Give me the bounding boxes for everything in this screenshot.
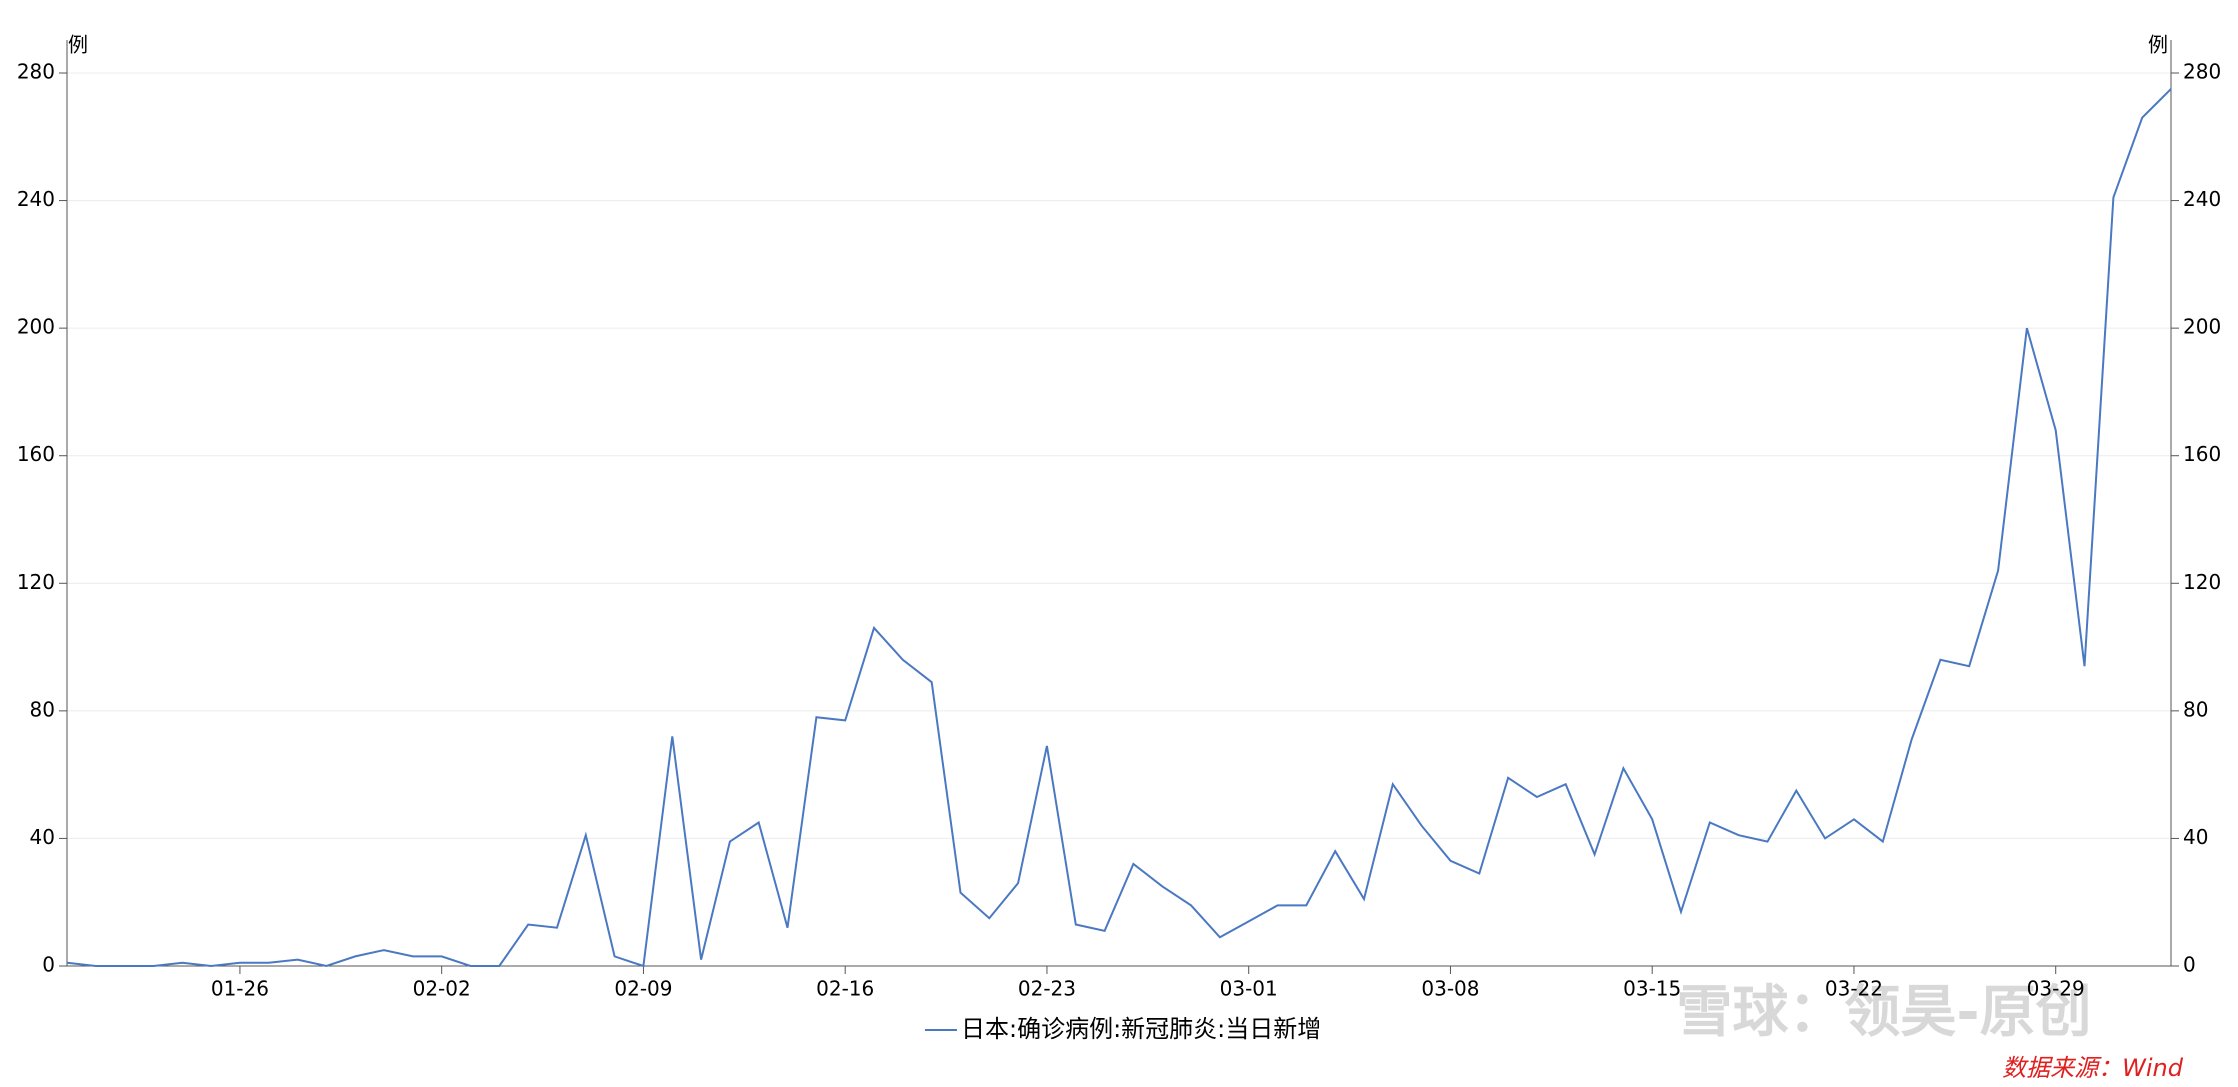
- y2-axis-label: 例: [2148, 33, 2168, 57]
- y2-tick-label: 0: [2183, 953, 2196, 977]
- y-tick-label: 0: [42, 953, 55, 977]
- y-axis-label: 例: [68, 33, 88, 57]
- y2-tick-label: 280: [2183, 60, 2221, 84]
- x-tick-label: 02-02: [413, 977, 471, 1001]
- y-tick-label: 200: [17, 315, 55, 339]
- y2-tick-label: 240: [2183, 187, 2221, 211]
- x-tick-label: 02-09: [614, 977, 672, 1001]
- x-tick-label: 02-23: [1018, 977, 1076, 1001]
- x-tick-label: 02-16: [816, 977, 874, 1001]
- y2-tick-label: 160: [2183, 442, 2221, 466]
- x-tick-label: 03-08: [1421, 977, 1479, 1001]
- x-tick-label: 03-29: [2027, 977, 2085, 1001]
- series-line: [66, 88, 2172, 968]
- y2-tick-label: 80: [2183, 697, 2208, 721]
- y-tick-label: 120: [17, 570, 55, 594]
- source-note: 数据来源：Wind: [2002, 1054, 2184, 1082]
- y2-tick-label: 40: [2183, 825, 2208, 849]
- y2-tick-label: 200: [2183, 315, 2221, 339]
- y2-tick-label: 120: [2183, 570, 2221, 594]
- y-tick-label: 160: [17, 442, 55, 466]
- x-tick-label: 01-26: [211, 977, 269, 1001]
- legend-label: 日本:确诊病例:新冠肺炎:当日新增: [961, 1015, 1321, 1043]
- x-tick-label: 03-15: [1623, 977, 1681, 1001]
- x-tick-label: 03-22: [1825, 977, 1883, 1001]
- y-tick-label: 240: [17, 187, 55, 211]
- watermark: 雪球：领昊-原创: [1676, 980, 2091, 1045]
- y-tick-label: 40: [30, 825, 55, 849]
- y-tick-label: 280: [17, 60, 55, 84]
- x-tick-label: 03-01: [1220, 977, 1278, 1001]
- y-tick-label: 80: [30, 697, 55, 721]
